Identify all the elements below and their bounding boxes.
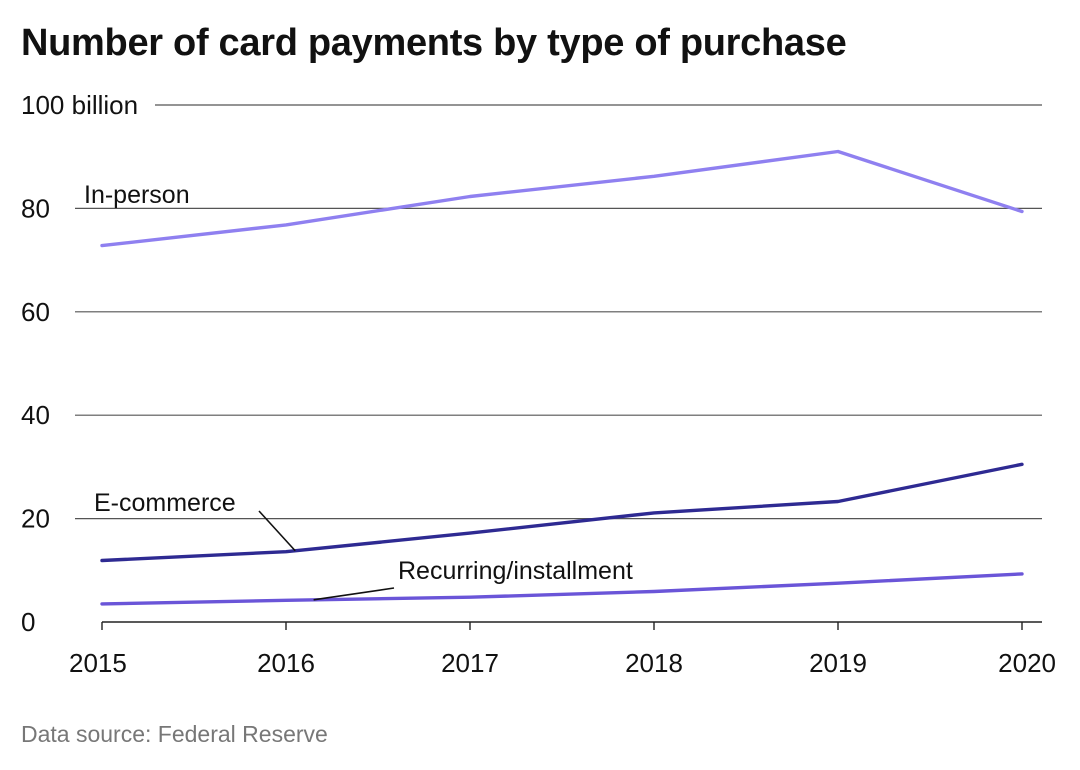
y-tick-label: 40 [21,400,50,430]
label-leader-line [258,510,296,552]
x-tick-label: 2016 [257,648,315,678]
y-tick-label: 0 [21,607,35,637]
series-lines [100,149,1024,606]
data-source-note: Data source: Federal Reserve [21,721,328,747]
y-axis-ticks: 0 20 40 60 80 100 billion [21,90,138,637]
x-tick-label: 2015 [69,648,127,678]
series-line [100,462,1024,563]
x-tick-label: 2020 [998,648,1056,678]
series-label: Recurring/installment [398,557,633,585]
y-tick-label: 20 [21,504,50,534]
label-leader-line [313,587,395,601]
y-tick-label: 80 [21,193,50,223]
x-axis-ticks: 2015 2016 2017 2018 2019 2020 [69,622,1056,678]
y-tick-label: 60 [21,297,50,327]
series-label: In-person [84,181,190,209]
gridlines [75,104,1042,623]
x-tick-label: 2017 [441,648,499,678]
series-line [100,149,1024,248]
series-labels: In-person E-commerce Recurring/installment [84,181,633,601]
x-tick-label: 2019 [809,648,867,678]
x-tick-label: 2018 [625,648,683,678]
series-line [100,572,1024,606]
chart-title: Number of card payments by type of purch… [21,22,847,64]
y-tick-label: 100 billion [21,90,138,120]
series-label: E-commerce [94,489,236,517]
